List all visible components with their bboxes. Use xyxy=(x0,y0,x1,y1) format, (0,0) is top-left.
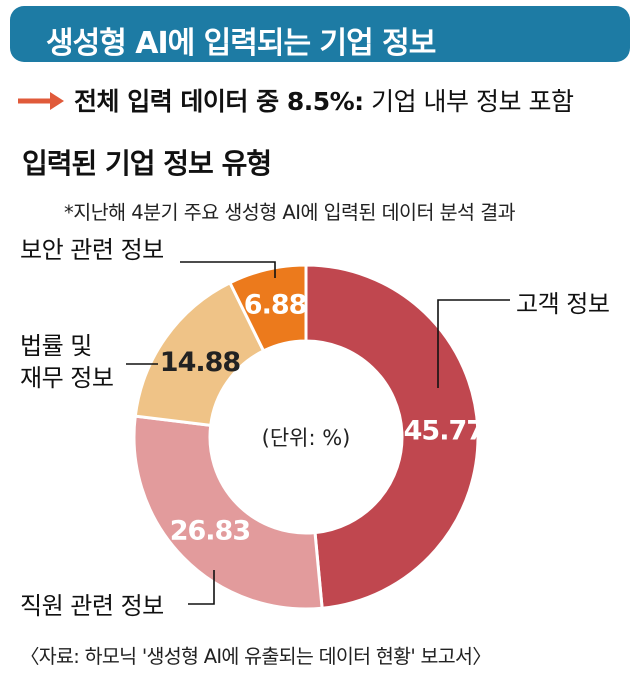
note-highlight: 전체 입력 데이터 중 8.5%: xyxy=(74,87,364,116)
category-label-1: 직원 관련 정보 xyxy=(20,592,164,620)
chart-title: 생성형 AI에 입력되는 기업 정보 xyxy=(46,26,436,61)
category-label-2-0: 법률 및 xyxy=(20,332,92,360)
footnote: *지난해 4분기 주요 생성형 AI에 입력된 데이터 분석 결과 xyxy=(64,201,516,224)
unit-label: (단위: %) xyxy=(262,426,351,450)
value-label-1: 26.83 xyxy=(170,515,250,546)
note-text: 기업 내부 정보 포함 xyxy=(363,87,574,116)
leader-line-0 xyxy=(437,299,510,388)
slice-1 xyxy=(132,414,324,611)
category-label-0: 고객 정보 xyxy=(516,290,609,318)
arrow-right-icon xyxy=(18,92,64,110)
note-line: 전체 입력 데이터 중 8.5%: 기업 내부 정보 포함 xyxy=(16,82,574,118)
source-note: 〈자료: 하모닉 '생성형 AI에 유출되는 데이터 현황' 보고서〉 xyxy=(20,645,492,668)
value-label-0: 45.77 xyxy=(404,416,484,447)
slice-3 xyxy=(227,263,308,353)
value-label-3: 6.88 xyxy=(244,290,307,321)
category-label-2-1: 재무 정보 xyxy=(20,364,113,392)
slice-0 xyxy=(304,263,480,610)
category-label-3: 보안 관련 정보 xyxy=(20,236,164,264)
leader-line-1 xyxy=(188,570,215,605)
chart-subtitle: 입력된 기업 정보 유형 xyxy=(22,147,272,180)
value-label-2: 14.88 xyxy=(160,347,241,378)
leader-line-3 xyxy=(180,261,276,278)
title-bar: 생성형 AI에 입력되는 기업 정보 xyxy=(10,6,630,62)
